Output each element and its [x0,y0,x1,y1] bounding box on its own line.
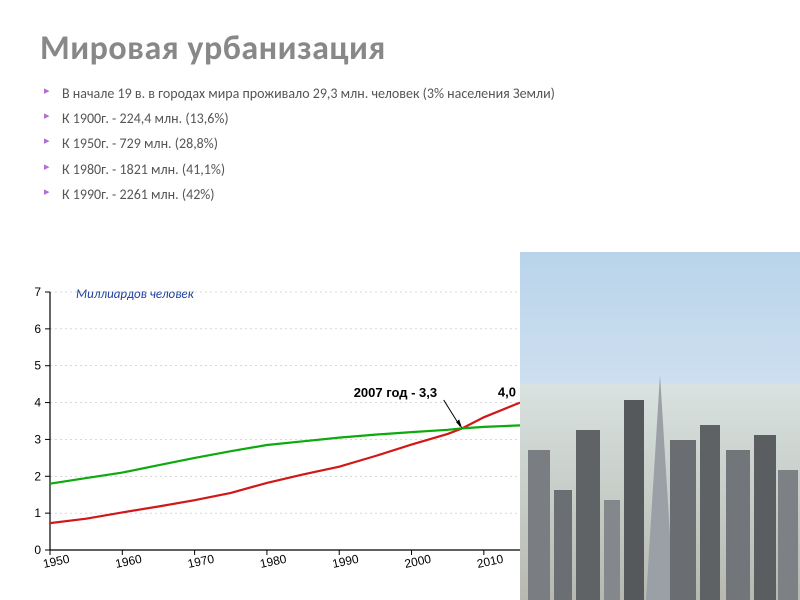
bullet-item: К 1980г. - 1821 млн. (41,1%) [44,157,760,182]
y-tick-label: 1 [34,506,41,520]
y-tick-label: 7 [34,285,41,299]
bullet-item: К 1990г. - 2261 млн. (42%) [44,182,760,207]
building [700,425,720,600]
building [554,490,572,600]
building [624,400,644,600]
y-axis-title: Миллиардов человек [76,287,195,302]
bullet-item: В начале 19 в. в городах мира проживало … [44,81,760,106]
series-urban [50,403,520,523]
building [670,440,696,600]
building [576,430,600,600]
city-photo [520,252,800,600]
y-tick-label: 0 [34,543,41,557]
bullet-item: К 1950г. - 729 млн. (28,8%) [44,131,760,156]
end-label: 4,0 [498,385,516,400]
bullet-item: К 1900г. - 224,4 млн. (13,6%) [44,106,760,131]
x-tick-label: 1960 [114,552,143,571]
y-tick-label: 4 [34,396,41,410]
building [754,435,776,600]
x-tick-label: 1970 [186,552,215,571]
x-tick-label: 1950 [42,552,71,571]
y-tick-label: 3 [34,432,41,446]
x-tick-label: 2000 [403,552,432,571]
bullet-list: В начале 19 в. в городах мира проживало … [40,81,760,207]
chart-svg: Миллиардов человек 0 1 2 3 4 5 6 7 1950 1960 1970 19… [14,280,534,580]
chart-annotation: 2007 год - 3,3 [354,385,437,400]
x-tick-label: 1980 [259,552,288,571]
building [778,470,798,600]
building [726,450,750,600]
x-tick-label: 2010 [476,552,505,571]
population-chart: Миллиардов человек 0 1 2 3 4 5 6 7 1950 1960 1970 19… [14,280,534,580]
slide: Мировая урбанизация В начале 19 в. в гор… [0,0,800,600]
y-tick-label: 6 [34,322,41,336]
building [604,500,620,600]
x-tick-label: 1990 [331,552,360,571]
y-tick-label: 2 [34,469,41,483]
page-title: Мировая урбанизация [40,28,760,69]
building [528,450,550,600]
y-tick-label: 5 [34,359,41,373]
